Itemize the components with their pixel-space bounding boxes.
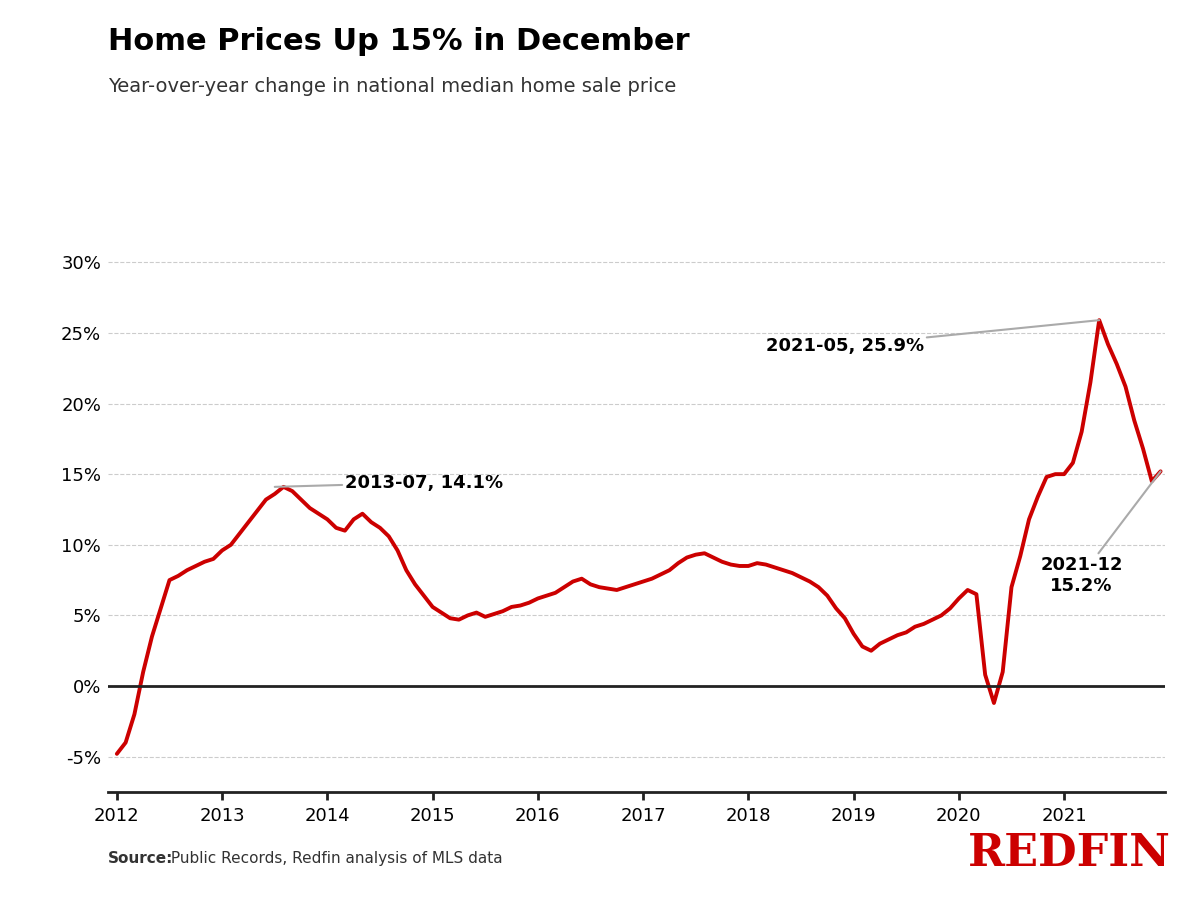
Text: 2021-05, 25.9%: 2021-05, 25.9% <box>766 320 1099 355</box>
Text: 2013-07, 14.1%: 2013-07, 14.1% <box>275 473 503 491</box>
Text: Source:: Source: <box>108 850 173 866</box>
Text: REDFIN: REDFIN <box>968 832 1171 875</box>
Text: Home Prices Up 15% in December: Home Prices Up 15% in December <box>108 27 689 56</box>
Text: Public Records, Redfin analysis of MLS data: Public Records, Redfin analysis of MLS d… <box>166 850 502 866</box>
Text: Year-over-year change in national median home sale price: Year-over-year change in national median… <box>108 76 676 95</box>
Text: 2021-12
15.2%: 2021-12 15.2% <box>1040 472 1160 595</box>
